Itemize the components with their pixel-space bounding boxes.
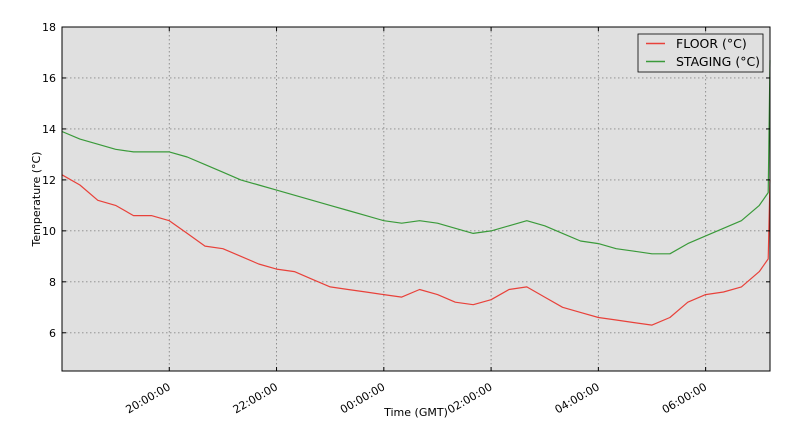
legend-label-floor: FLOOR (°C) bbox=[676, 36, 747, 51]
legend-box bbox=[637, 33, 764, 73]
y-axis-label: Temperature (°C) bbox=[30, 152, 43, 248]
x-tick-label: 20:00:00 bbox=[123, 380, 172, 416]
legend-label-staging: STAGING (°C) bbox=[676, 54, 760, 69]
series-lines bbox=[61, 60, 771, 326]
legend: FLOOR (°C) STAGING (°C) bbox=[637, 33, 764, 73]
y-tick-label: 8 bbox=[49, 276, 56, 289]
x-tick-label: 06:00:00 bbox=[660, 380, 709, 416]
x-tick-label: 02:00:00 bbox=[445, 380, 494, 416]
y-tick-label: 18 bbox=[42, 21, 56, 34]
x-tick-label: 00:00:00 bbox=[338, 380, 387, 416]
series-line-floor bbox=[61, 174, 771, 326]
x-tick-label: 22:00:00 bbox=[231, 380, 280, 416]
series-line-staging bbox=[61, 60, 771, 255]
x-axis-label: Time (GMT) bbox=[383, 406, 448, 419]
y-tick-label: 6 bbox=[49, 327, 56, 340]
x-tick-label: 04:00:00 bbox=[553, 380, 602, 416]
y-tick-label: 10 bbox=[42, 225, 56, 238]
grid-lines bbox=[62, 27, 770, 371]
y-tick-label: 12 bbox=[42, 174, 56, 187]
y-tick-label: 14 bbox=[42, 123, 56, 136]
y-tick-label: 16 bbox=[42, 72, 56, 85]
plot-frame bbox=[61, 26, 771, 372]
plot-background bbox=[62, 27, 770, 371]
